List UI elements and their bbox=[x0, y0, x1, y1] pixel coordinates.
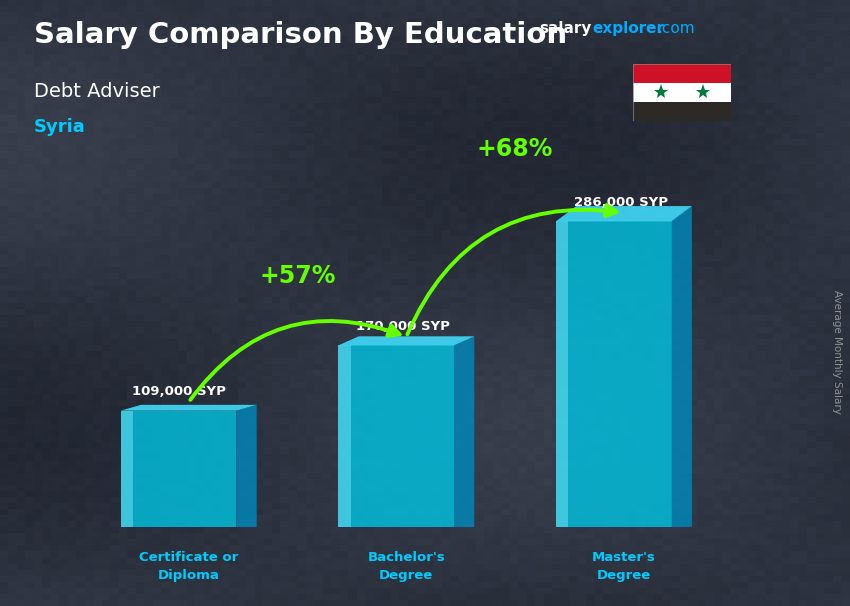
Text: 109,000 SYP: 109,000 SYP bbox=[132, 385, 225, 398]
Polygon shape bbox=[454, 336, 474, 527]
Polygon shape bbox=[338, 345, 454, 527]
Polygon shape bbox=[121, 405, 257, 411]
Text: Debt Adviser: Debt Adviser bbox=[34, 82, 160, 101]
Polygon shape bbox=[121, 411, 133, 527]
Text: +68%: +68% bbox=[477, 136, 553, 161]
Bar bbox=[633, 102, 731, 121]
Polygon shape bbox=[236, 405, 257, 527]
Text: +57%: +57% bbox=[259, 264, 336, 288]
Polygon shape bbox=[672, 206, 692, 527]
Text: explorer: explorer bbox=[592, 21, 665, 36]
Polygon shape bbox=[338, 336, 474, 345]
Text: Syria: Syria bbox=[34, 118, 86, 136]
Polygon shape bbox=[121, 411, 236, 527]
Bar bbox=[633, 83, 731, 102]
Text: .com: .com bbox=[657, 21, 694, 36]
Text: 170,000 SYP: 170,000 SYP bbox=[356, 319, 450, 333]
Text: Average Monthly Salary: Average Monthly Salary bbox=[832, 290, 842, 413]
Text: Certificate or
Diploma: Certificate or Diploma bbox=[139, 551, 238, 582]
Polygon shape bbox=[556, 221, 568, 527]
Polygon shape bbox=[338, 345, 350, 527]
Text: 286,000 SYP: 286,000 SYP bbox=[574, 196, 667, 208]
Text: Salary Comparison By Education: Salary Comparison By Education bbox=[34, 21, 567, 49]
Polygon shape bbox=[556, 221, 672, 527]
Text: salary: salary bbox=[540, 21, 592, 36]
Bar bbox=[633, 64, 731, 83]
Text: Bachelor's
Degree: Bachelor's Degree bbox=[367, 551, 445, 582]
FancyArrowPatch shape bbox=[190, 321, 400, 400]
Text: Master's
Degree: Master's Degree bbox=[592, 551, 656, 582]
Polygon shape bbox=[556, 206, 692, 221]
FancyArrowPatch shape bbox=[407, 205, 617, 335]
